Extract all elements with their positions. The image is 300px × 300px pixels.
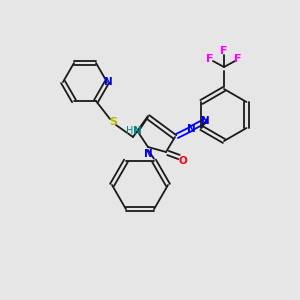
Text: F: F [206, 54, 214, 64]
Text: N: N [201, 116, 209, 126]
Text: S: S [109, 117, 117, 127]
Text: N: N [187, 124, 195, 134]
Text: N: N [144, 149, 152, 159]
Text: F: F [234, 54, 242, 64]
Text: N: N [103, 77, 112, 87]
Text: O: O [178, 156, 188, 166]
Text: F: F [220, 46, 228, 56]
Text: N: N [133, 126, 141, 136]
Text: H: H [126, 126, 134, 136]
